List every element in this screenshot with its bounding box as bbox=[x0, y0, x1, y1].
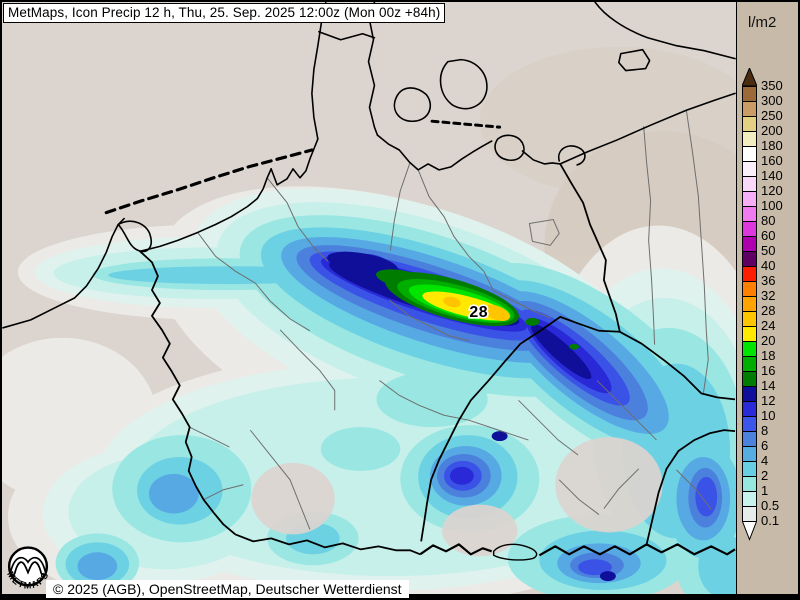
country-borders bbox=[139, 163, 736, 561]
legend-label-300: 300 bbox=[761, 93, 783, 108]
legend-label-80: 80 bbox=[761, 213, 776, 228]
legend-cell-100 bbox=[742, 206, 757, 222]
legend-cell-8 bbox=[742, 431, 757, 447]
legend-cell-140 bbox=[742, 176, 757, 192]
legend-label-50: 50 bbox=[761, 243, 776, 258]
legend-cell-60 bbox=[742, 236, 757, 252]
legend-cell-4 bbox=[742, 461, 757, 477]
legend-label-350: 350 bbox=[761, 78, 783, 93]
legend-label-140: 140 bbox=[761, 168, 783, 183]
legend-label-100: 100 bbox=[761, 198, 783, 213]
legend-cell-2 bbox=[742, 476, 757, 492]
legend-label-6: 6 bbox=[761, 438, 769, 453]
legend-label-24: 24 bbox=[761, 318, 776, 333]
metmaps-logo: METMAPS bbox=[5, 546, 50, 590]
legend-label-160: 160 bbox=[761, 153, 783, 168]
legend-cell-250 bbox=[742, 116, 757, 132]
precipitation-map: 28 bbox=[2, 2, 736, 598]
legend-label-14: 14 bbox=[761, 378, 776, 393]
dry-gaps bbox=[251, 437, 663, 557]
legend-cell-28 bbox=[742, 311, 757, 327]
legend-label-2: 2 bbox=[761, 468, 769, 483]
legend-label-40: 40 bbox=[761, 258, 776, 273]
legend-cell-50 bbox=[742, 251, 757, 267]
legend-panel: l/m2 350 300 250 200 180 160 140 120 100 80 60 50 40… bbox=[736, 2, 798, 598]
map-canvas: 28 bbox=[2, 2, 736, 598]
state-borders bbox=[189, 110, 712, 530]
legend-cell-18 bbox=[742, 356, 757, 372]
precip-layer-28 bbox=[443, 296, 510, 321]
legend-cell-32 bbox=[742, 296, 757, 312]
legend-label-0.5: 0.5 bbox=[761, 498, 780, 513]
legend-cell-20 bbox=[742, 341, 757, 357]
legend-cell-120 bbox=[742, 191, 757, 207]
legend-cell-10 bbox=[742, 416, 757, 432]
legend-cell-12 bbox=[742, 401, 757, 417]
legend-cell-16 bbox=[742, 371, 757, 387]
legend-cell-350 bbox=[742, 86, 757, 102]
legend-cell-300 bbox=[742, 101, 757, 117]
map-title: MetMaps, Icon Precip 12 h, Thu, 25. Sep.… bbox=[3, 3, 446, 23]
legend-label-12: 12 bbox=[761, 393, 776, 408]
legend-cell-36 bbox=[742, 281, 757, 297]
legend-label-60: 60 bbox=[761, 228, 776, 243]
legend-label-1: 1 bbox=[761, 483, 769, 498]
legend-label-16: 16 bbox=[761, 363, 776, 378]
legend-label-0.1: 0.1 bbox=[761, 513, 780, 528]
legend-cell-6 bbox=[742, 446, 757, 462]
legend-cell-180 bbox=[742, 146, 757, 162]
legend-label-28: 28 bbox=[761, 303, 776, 318]
legend-label-18: 18 bbox=[761, 348, 776, 363]
legend-label-20: 20 bbox=[761, 333, 776, 348]
legend-cell-24 bbox=[742, 326, 757, 342]
legend-cells bbox=[742, 86, 757, 522]
coastlines bbox=[2, 2, 736, 329]
legend-label-250: 250 bbox=[761, 108, 783, 123]
legend-label-4: 4 bbox=[761, 453, 769, 468]
logo-wave-highlight bbox=[11, 558, 45, 574]
legend-cell-14 bbox=[742, 386, 757, 402]
legend-cell-160 bbox=[742, 161, 757, 177]
legend-label-10: 10 bbox=[761, 408, 776, 423]
legend-label-36: 36 bbox=[761, 273, 776, 288]
max-precip-label: 28 bbox=[469, 304, 488, 321]
legend-underflow-arrow-icon bbox=[742, 521, 757, 541]
legend-label-8: 8 bbox=[761, 423, 769, 438]
legend-label-120: 120 bbox=[761, 183, 783, 198]
legend-overflow-arrow-icon bbox=[742, 68, 757, 86]
legend-cell-80 bbox=[742, 221, 757, 237]
attribution-text: © 2025 (AGB), OpenStreetMap, Deutscher W… bbox=[46, 580, 409, 598]
legend-label-180: 180 bbox=[761, 138, 783, 153]
legend-unit-label: l/m2 bbox=[748, 14, 777, 31]
legend-cell-40 bbox=[742, 266, 757, 282]
legend-label-200: 200 bbox=[761, 123, 783, 138]
legend-cell-200 bbox=[742, 131, 757, 147]
legend-cell-1 bbox=[742, 491, 757, 507]
legend-cell-0.5 bbox=[742, 506, 757, 522]
legend-label-32: 32 bbox=[761, 288, 776, 303]
